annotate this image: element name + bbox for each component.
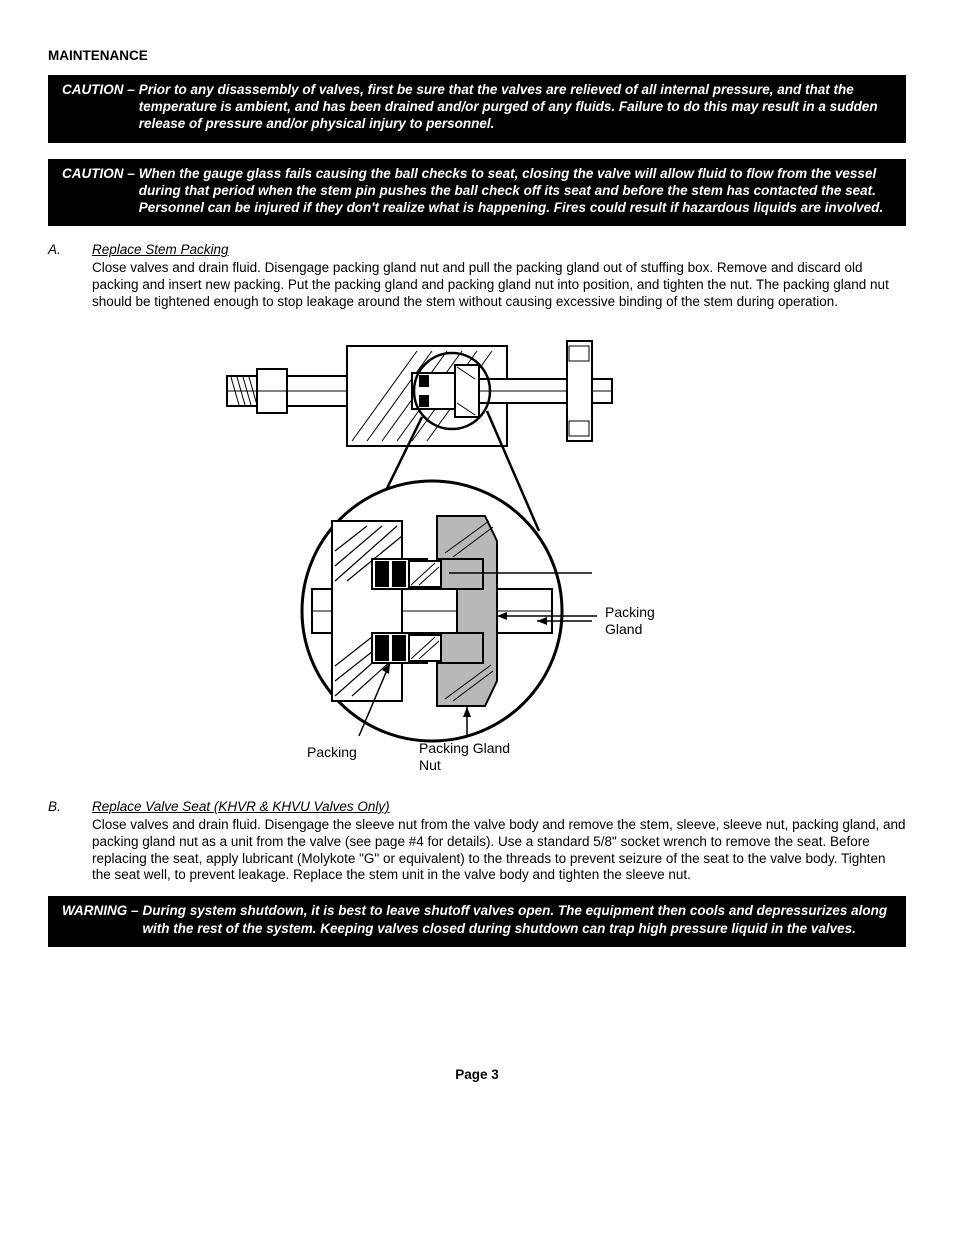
- warning-label: WARNING –: [62, 902, 143, 937]
- label-gland-nut-2: Nut: [419, 757, 441, 773]
- caution-box-2: CAUTION – When the gauge glass fails cau…: [48, 159, 906, 227]
- caution-1-label: CAUTION –: [62, 81, 139, 133]
- label-packing: Packing: [307, 744, 357, 760]
- section-b: B. Replace Valve Seat (KHVR & KHVU Valve…: [48, 799, 906, 884]
- caution-2-label: CAUTION –: [62, 165, 139, 217]
- section-b-letter: B.: [48, 799, 92, 884]
- caution-2-text: When the gauge glass fails causing the b…: [139, 165, 892, 217]
- section-b-text: Close valves and drain fluid. Disengage …: [92, 817, 906, 885]
- warning-box: WARNING – During system shutdown, it is …: [48, 896, 906, 947]
- label-gland-nut-1: Packing Gland: [419, 740, 510, 756]
- maintenance-heading: MAINTENANCE: [48, 48, 906, 65]
- label-packing-gland-2: Gland: [605, 621, 642, 637]
- warning-text: During system shutdown, it is best to le…: [143, 902, 892, 937]
- section-a-text: Close valves and drain fluid. Disengage …: [92, 260, 906, 311]
- section-a-letter: A.: [48, 242, 92, 311]
- upper-assembly-icon: [227, 341, 612, 446]
- section-b-title: Replace Valve Seat (KHVR & KHVU Valves O…: [92, 799, 390, 814]
- stem-packing-diagram: Packing Gland Packing Packing Gland Nut: [48, 321, 906, 781]
- section-a-title: Replace Stem Packing: [92, 242, 229, 257]
- label-packing-gland-1: Packing: [605, 604, 655, 620]
- page-footer: Page 3: [48, 1067, 906, 1084]
- caution-box-1: CAUTION – Prior to any disassembly of va…: [48, 75, 906, 143]
- caution-1-text: Prior to any disassembly of valves, firs…: [139, 81, 892, 133]
- section-a: A. Replace Stem Packing Close valves and…: [48, 242, 906, 311]
